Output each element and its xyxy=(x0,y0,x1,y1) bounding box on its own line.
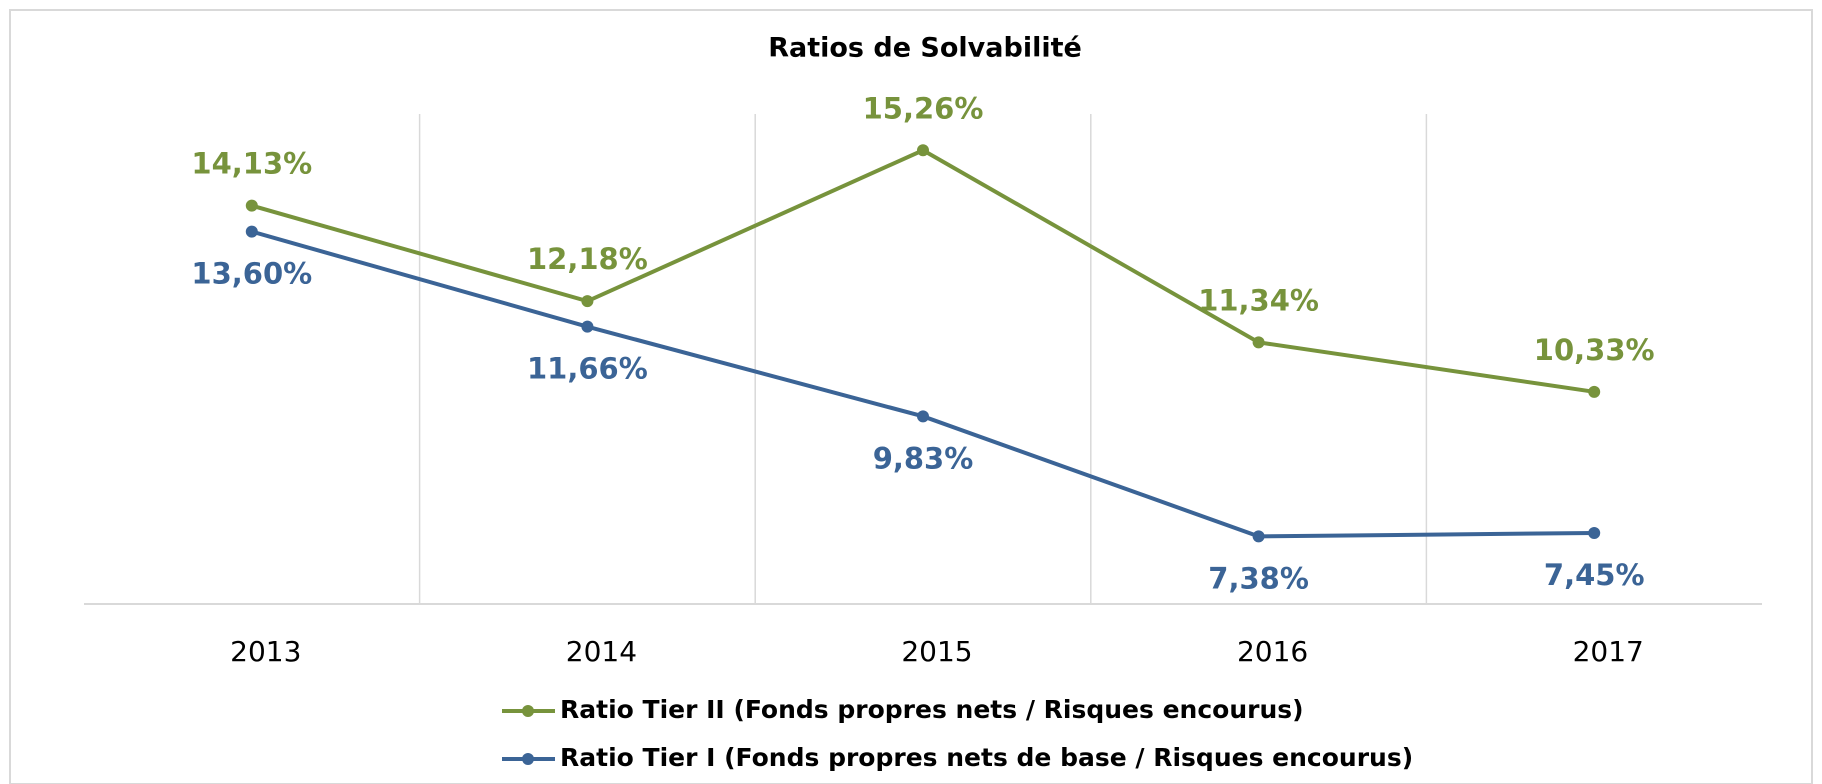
data-label: 15,26% xyxy=(863,91,984,125)
data-label: 7,38% xyxy=(1208,561,1309,595)
data-point xyxy=(581,295,594,308)
x-tick-label: 2017 xyxy=(1573,635,1644,668)
data-point xyxy=(245,199,258,212)
legend-marker xyxy=(522,705,534,717)
data-point xyxy=(245,225,258,238)
data-label: 9,83% xyxy=(873,441,974,475)
data-label: 12,18% xyxy=(527,242,648,276)
data-label: 11,34% xyxy=(1198,283,1319,317)
data-point xyxy=(1588,385,1601,398)
legend-label: Ratio Tier I (Fonds propres nets de base… xyxy=(560,743,1413,772)
x-tick-label: 2013 xyxy=(230,635,301,668)
data-point xyxy=(1252,530,1265,543)
data-point xyxy=(1252,336,1265,349)
legend-label: Ratio Tier II (Fonds propres nets / Risq… xyxy=(560,695,1304,724)
data-point xyxy=(917,144,929,157)
data-point xyxy=(917,410,929,423)
data-point xyxy=(581,320,594,333)
data-point xyxy=(1588,526,1601,539)
x-tick-label: 2015 xyxy=(901,635,972,668)
legend-marker xyxy=(522,753,534,765)
data-label: 10,33% xyxy=(1534,333,1655,367)
x-tick-label: 2016 xyxy=(1237,635,1308,668)
data-label: 14,13% xyxy=(191,147,312,181)
chart-border xyxy=(9,9,1813,784)
x-tick-label: 2014 xyxy=(566,635,637,668)
chart-title: Ratios de Solvabilité xyxy=(768,33,1082,64)
data-label: 7,45% xyxy=(1544,558,1645,592)
data-label: 11,66% xyxy=(527,352,648,386)
data-label: 13,60% xyxy=(191,257,312,291)
